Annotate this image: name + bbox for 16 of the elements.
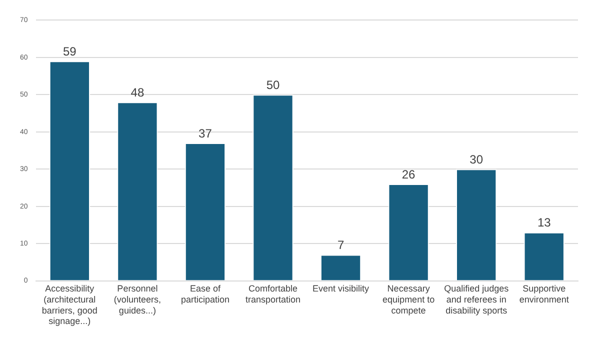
x-tick-label: Qualified judges and referees in disability sports <box>444 284 510 316</box>
x-tick-label: Necessary equipment to compete <box>382 284 435 316</box>
x-tick-label: Personnel (volunteers, guides...) <box>114 284 161 316</box>
data-label: 37 <box>198 126 212 140</box>
x-tick-label: Ease of participation <box>180 284 230 304</box>
data-label: 48 <box>130 85 144 100</box>
data-label: 50 <box>266 78 280 92</box>
data-label: 13 <box>537 216 552 230</box>
x-tick-label: Accessibility (architectural barriers, good signage...) <box>42 284 98 326</box>
x-tick-label: Supportive environment <box>519 284 570 304</box>
x-tick-label: Comfortable transportation <box>245 284 301 304</box>
x-tick-label: Event visibility <box>312 284 370 294</box>
data-label: 26 <box>402 167 416 182</box>
data-label: 59 <box>62 44 77 58</box>
data-label: 30 <box>470 152 484 166</box>
data-label: 7 <box>337 238 344 252</box>
